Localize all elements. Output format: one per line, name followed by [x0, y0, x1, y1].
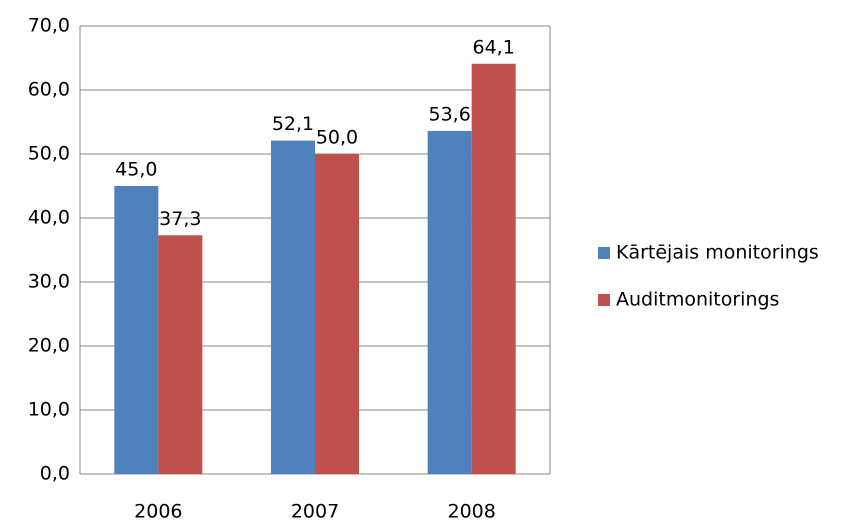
data-label: 52,1 — [272, 113, 314, 135]
y-tick-label: 40,0 — [28, 207, 70, 229]
bar — [427, 130, 472, 474]
legend-label: Kārtējais monitorings — [616, 242, 819, 264]
bar — [114, 186, 159, 474]
data-label: 64,1 — [473, 36, 515, 58]
y-tick-label: 30,0 — [28, 271, 70, 293]
x-tick-label: 2007 — [291, 501, 339, 523]
bar — [158, 235, 203, 474]
y-tick-label: 50,0 — [28, 143, 70, 165]
legend-label: Auditmonitorings — [616, 289, 779, 311]
bar — [271, 140, 315, 474]
data-label: 45,0 — [115, 159, 157, 181]
y-tick-label: 20,0 — [28, 335, 70, 357]
y-tick-label: 0,0 — [40, 463, 70, 485]
legend-swatch — [598, 247, 610, 259]
x-tick-label: 2008 — [447, 501, 495, 523]
data-label: 50,0 — [316, 127, 358, 149]
y-tick-label: 60,0 — [28, 79, 70, 101]
y-tick-label: 70,0 — [28, 15, 70, 37]
x-tick-label: 2006 — [134, 501, 182, 523]
data-label: 37,3 — [159, 208, 201, 230]
bar — [471, 63, 516, 474]
data-label: 53,6 — [429, 103, 471, 125]
bar — [315, 154, 359, 474]
y-tick-label: 10,0 — [28, 399, 70, 421]
legend-swatch — [598, 294, 610, 306]
